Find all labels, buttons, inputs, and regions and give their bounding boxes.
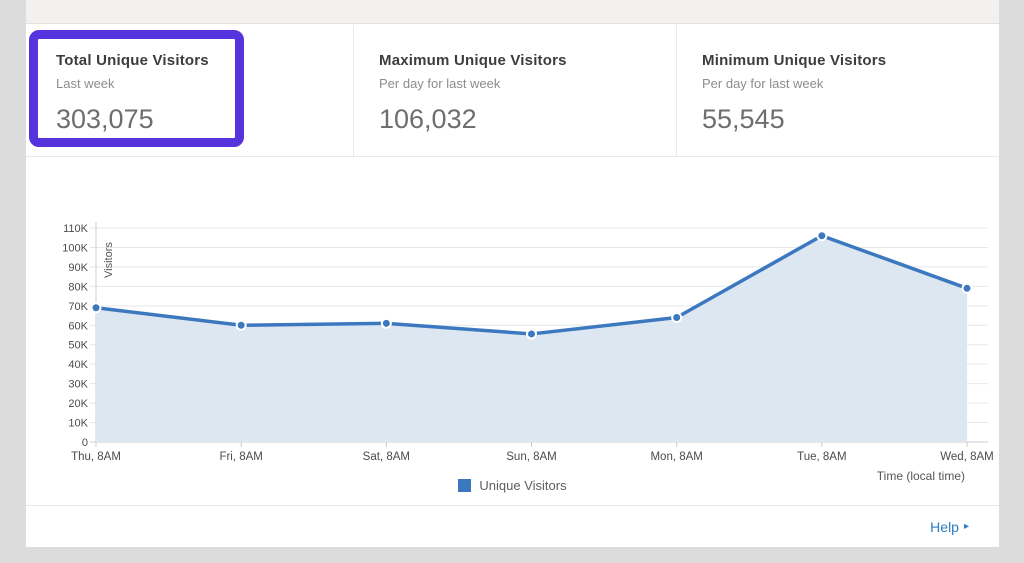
- chevron-right-icon: ▸: [963, 521, 969, 532]
- legend-swatch-unique-visitors[interactable]: [458, 479, 472, 492]
- stat-card-total-unique-visitors: Total Unique Visitors Last week 303,075: [26, 25, 353, 156]
- help-label: Help: [930, 518, 959, 535]
- svg-text:Sun, 8AM: Sun, 8AM: [506, 451, 557, 463]
- svg-text:20K: 20K: [68, 398, 88, 410]
- svg-text:110K: 110K: [63, 223, 89, 235]
- svg-text:Wed, 8AM: Wed, 8AM: [940, 451, 993, 463]
- stat-value: 106,032: [379, 104, 477, 134]
- svg-text:Mon, 8AM: Mon, 8AM: [650, 451, 702, 463]
- svg-text:80K: 80K: [68, 281, 88, 293]
- panel-footer: Help ▸: [26, 505, 999, 547]
- stat-title: Minimum Unique Visitors: [702, 52, 887, 69]
- stat-card-minimum-unique-visitors: Minimum Unique Visitors Per day for last…: [676, 25, 999, 156]
- svg-text:0: 0: [82, 437, 88, 449]
- svg-text:40K: 40K: [68, 359, 88, 371]
- stat-subtitle: Last week: [56, 76, 115, 91]
- panel-top-strip: [26, 0, 999, 24]
- chart-canvas[interactable]: 0 10K 20K 30K 40K 50K 60K 70K 80K 90K 100K 110K Thu,…: [40, 210, 1000, 502]
- svg-text:Visitors: Visitors: [103, 242, 115, 278]
- svg-text:Tue, 8AM: Tue, 8AM: [797, 451, 846, 463]
- chart-legend: Unique Visitors: [26, 478, 999, 493]
- stat-title: Maximum Unique Visitors: [379, 52, 567, 69]
- stat-card-maximum-unique-visitors: Maximum Unique Visitors Per day for last…: [353, 25, 676, 156]
- stat-subtitle: Per day for last week: [379, 76, 501, 91]
- svg-text:Sat, 8AM: Sat, 8AM: [363, 451, 410, 463]
- stat-value: 303,075: [56, 104, 154, 134]
- legend-label[interactable]: Unique Visitors: [479, 478, 567, 493]
- svg-text:90K: 90K: [68, 262, 88, 274]
- stat-title: Total Unique Visitors: [56, 52, 209, 69]
- svg-text:100K: 100K: [62, 242, 88, 254]
- stat-value: 55,545: [702, 104, 785, 134]
- svg-text:70K: 70K: [68, 301, 88, 313]
- help-link[interactable]: Help ▸: [930, 519, 969, 535]
- svg-text:Fri, 8AM: Fri, 8AM: [219, 451, 262, 463]
- dashboard-panel: Total Unique Visitors Last week 303,075 …: [26, 0, 999, 547]
- svg-text:30K: 30K: [68, 379, 88, 391]
- svg-text:Thu, 8AM: Thu, 8AM: [71, 451, 121, 463]
- stat-subtitle: Per day for last week: [702, 76, 824, 91]
- unique-visitors-chart[interactable]: 0 10K 20K 30K 40K 50K 60K 70K 80K 90K 100K 110K Thu,…: [40, 210, 1000, 502]
- svg-text:60K: 60K: [68, 320, 88, 332]
- svg-text:50K: 50K: [68, 340, 88, 352]
- stats-row: Total Unique Visitors Last week 303,075 …: [26, 25, 999, 157]
- svg-text:10K: 10K: [68, 418, 88, 430]
- svg-text:Time (local time): Time (local time): [877, 469, 965, 483]
